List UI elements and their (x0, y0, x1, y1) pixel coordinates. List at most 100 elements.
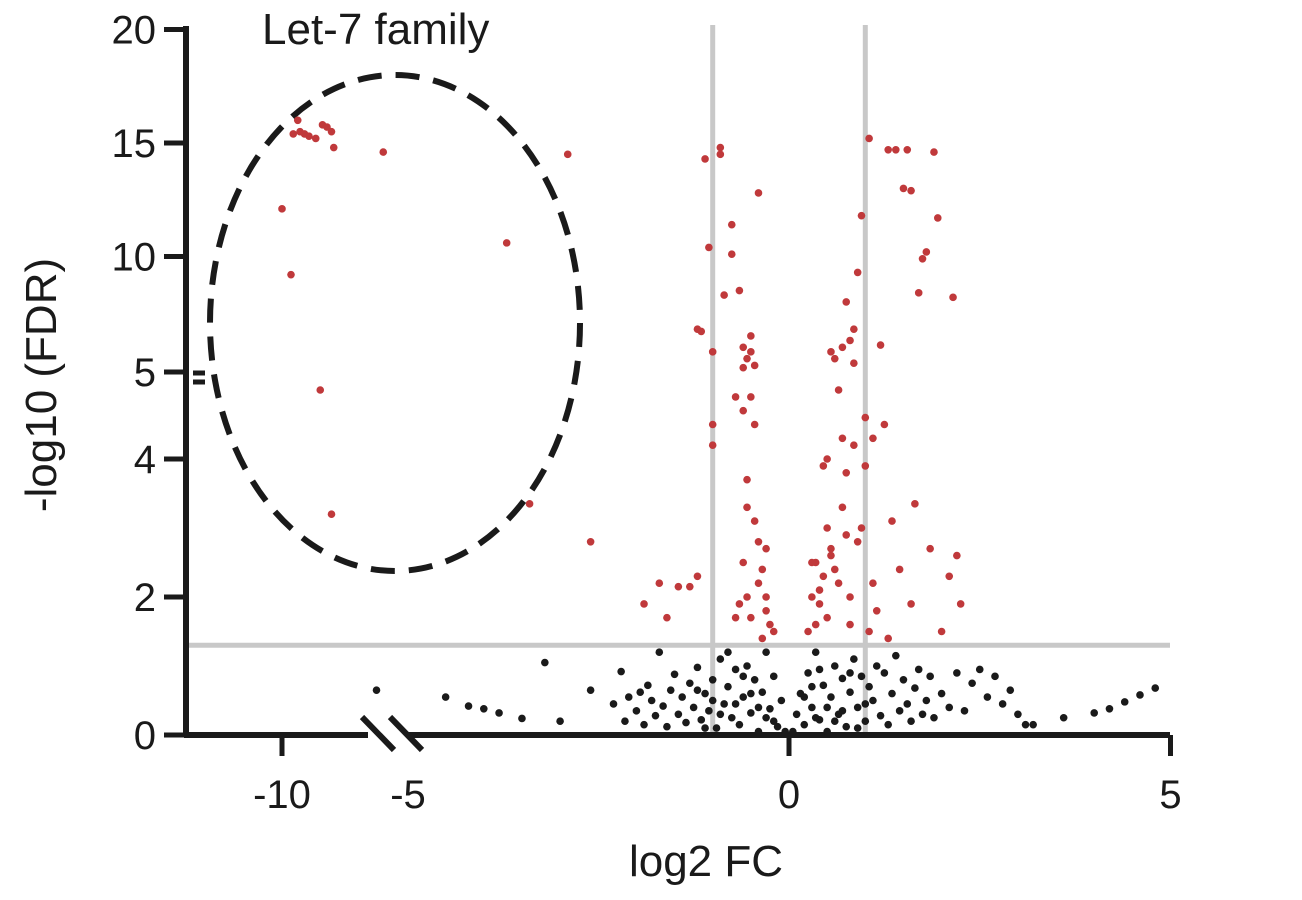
significant-point (708, 420, 717, 429)
non-significant-point (945, 703, 954, 712)
non-significant-point (1029, 720, 1037, 729)
significant-point (880, 420, 889, 429)
significant-point (815, 600, 824, 608)
non-significant-point (1151, 684, 1160, 692)
non-significant-point (903, 700, 912, 708)
non-significant-point (632, 707, 641, 715)
non-significant-point (792, 710, 801, 719)
non-significant-point (850, 655, 858, 663)
significant-point (850, 359, 858, 367)
significant-point (739, 558, 748, 567)
significant-point (842, 469, 851, 477)
significant-point (708, 441, 717, 450)
non-significant-point (651, 711, 660, 720)
significant-point (747, 348, 755, 356)
non-significant-point (743, 662, 751, 670)
non-significant-point (705, 707, 713, 715)
non-significant-point (777, 696, 786, 705)
significant-point (838, 343, 847, 352)
non-significant-point (708, 676, 717, 684)
significant-point (289, 130, 298, 138)
significant-point (846, 593, 854, 601)
significant-point (838, 503, 847, 512)
non-significant-point (747, 689, 755, 698)
non-significant-point (644, 681, 652, 690)
significant-point (327, 510, 336, 518)
non-significant-point (781, 727, 789, 736)
non-significant-point (892, 651, 900, 660)
significant-point (758, 565, 767, 574)
significant-point (842, 298, 851, 306)
non-significant-point (716, 710, 725, 719)
non-significant-point (857, 672, 866, 681)
non-significant-point (823, 727, 831, 736)
y-tick-label: 0 (134, 714, 156, 758)
non-significant-point (998, 700, 1007, 708)
significant-point (716, 150, 725, 159)
non-significant-point (830, 662, 839, 670)
significant-point (327, 127, 336, 136)
non-significant-point (727, 713, 736, 722)
non-significant-point (1014, 710, 1022, 719)
non-significant-point (804, 669, 812, 677)
non-significant-point (968, 679, 976, 688)
significant-point (808, 593, 816, 601)
significant-point (933, 214, 942, 222)
non-significant-point (838, 674, 847, 683)
let7-circle (207, 72, 583, 574)
significant-point (850, 441, 858, 450)
non-significant-point (1136, 691, 1144, 699)
significant-point (686, 582, 694, 591)
non-significant-point (682, 718, 690, 727)
significant-point (750, 517, 759, 525)
non-significant-point (701, 724, 709, 732)
significant-point (727, 250, 736, 259)
non-significant-point (800, 693, 809, 701)
significant-point (872, 607, 881, 615)
non-significant-point (720, 700, 728, 708)
non-significant-point (731, 700, 740, 708)
significant-point (918, 254, 927, 263)
non-significant-point (624, 693, 633, 701)
significant-point (563, 150, 572, 159)
significant-point (701, 155, 709, 163)
non-significant-point (724, 648, 732, 656)
significant-point (861, 462, 870, 470)
significant-point (739, 343, 748, 352)
x-axis-break-right (387, 714, 425, 753)
y-axis: 0 2 4 5 10 15 20 (112, 9, 205, 758)
non-significant-point (811, 648, 820, 656)
non-significant-point (464, 702, 473, 710)
non-significant-point (1105, 704, 1114, 713)
non-significant-point (750, 676, 759, 684)
significant-point (827, 551, 835, 560)
significant-point (949, 293, 957, 302)
significant-point (895, 565, 904, 574)
x-tick-label: -5 (390, 773, 426, 817)
significant-point (754, 579, 763, 587)
significant-point (739, 363, 748, 372)
significant-point (937, 627, 946, 636)
significant-point (743, 593, 751, 601)
significant-point (819, 462, 828, 470)
non-significant-point (754, 703, 763, 712)
non-significant-point (861, 700, 870, 708)
significant-point (876, 341, 885, 349)
significant-point (853, 268, 862, 277)
non-significant-point (716, 655, 725, 663)
y-tick-label: 15 (112, 122, 157, 166)
non-significant-point (621, 717, 629, 725)
non-significant-point (747, 709, 755, 717)
non-significant-point (731, 665, 740, 674)
significant-point (884, 634, 892, 643)
significant-point (287, 270, 295, 279)
non-significant-point (655, 648, 664, 656)
non-significant-point (880, 669, 889, 677)
significant-point (857, 211, 866, 220)
non-significant-point (846, 669, 854, 677)
significant-point (731, 393, 740, 401)
non-significant-point (1090, 709, 1098, 717)
significant-point (720, 291, 728, 299)
non-significant-point (495, 709, 503, 717)
non-significant-point (659, 702, 667, 710)
